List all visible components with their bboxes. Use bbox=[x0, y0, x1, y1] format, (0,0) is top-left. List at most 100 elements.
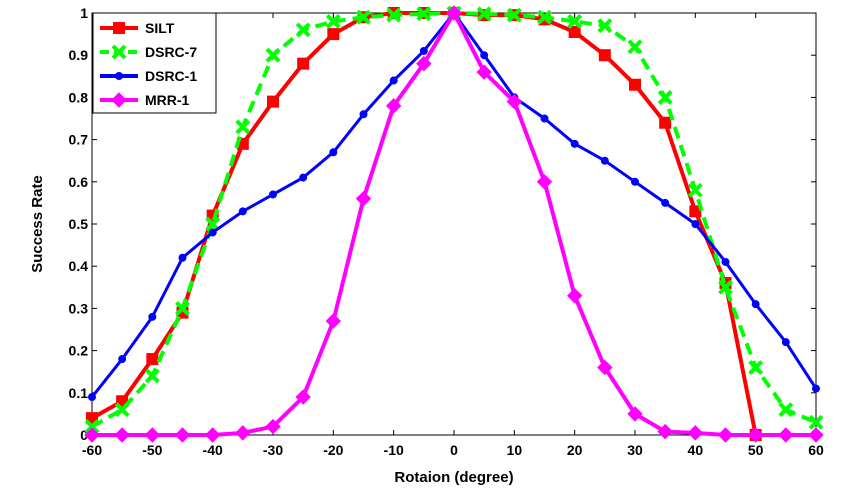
data-point-dsrc-7 bbox=[235, 119, 251, 135]
data-point-dsrc-7 bbox=[778, 402, 794, 418]
y-tick-label: 0.3 bbox=[69, 300, 89, 316]
x-tick-label: 30 bbox=[627, 442, 643, 458]
data-point-mrr-1 bbox=[355, 190, 372, 207]
data-point-dsrc-7 bbox=[537, 9, 552, 25]
legend-marker-silt bbox=[113, 22, 125, 34]
data-point-silt bbox=[659, 116, 672, 129]
data-point-dsrc-1 bbox=[812, 384, 820, 393]
marker-stroke bbox=[295, 22, 311, 38]
x-tick-label: -40 bbox=[203, 442, 223, 458]
data-point-dsrc-1 bbox=[389, 76, 398, 85]
data-point-mrr-1 bbox=[84, 427, 100, 443]
legend-marker-dsrc-7 bbox=[111, 44, 127, 60]
x-tick-label: 0 bbox=[450, 442, 458, 458]
data-point-dsrc-1 bbox=[118, 355, 127, 364]
data-point-dsrc-1 bbox=[299, 173, 308, 182]
marker-stroke bbox=[144, 368, 160, 384]
data-point-dsrc-7 bbox=[627, 39, 643, 55]
marker-stroke bbox=[84, 419, 100, 434]
data-point-mrr-1 bbox=[778, 427, 794, 443]
data-point-mrr-1 bbox=[747, 427, 764, 443]
data-point-dsrc-1 bbox=[88, 393, 96, 402]
axes: -60 -50 -40 -30 -20 -10 0 10 20 30 40 50 60 0 0.1 0.2 0.… bbox=[69, 5, 824, 458]
data-point-mrr-1 bbox=[808, 427, 824, 443]
y-tick-label: 0.2 bbox=[69, 343, 89, 359]
data-point-dsrc-7 bbox=[416, 6, 432, 22]
y-tick-label: 0.4 bbox=[69, 258, 89, 274]
marker-stroke bbox=[748, 360, 764, 375]
data-point-dsrc-7 bbox=[748, 360, 764, 375]
data-point-dsrc-7 bbox=[657, 89, 673, 105]
y-tick-label: 0.7 bbox=[69, 132, 89, 148]
data-point-mrr-1 bbox=[717, 427, 734, 443]
legend-label-dsrc-1: DSRC-1 bbox=[145, 68, 197, 84]
marker-stroke bbox=[356, 9, 371, 25]
data-point-mrr-1 bbox=[174, 427, 191, 443]
data-point-dsrc-1 bbox=[419, 46, 428, 55]
x-tick-label: -10 bbox=[384, 442, 404, 458]
legend-marker-mrr-1 bbox=[111, 92, 127, 108]
data-point-mrr-1 bbox=[144, 427, 161, 443]
marker-stroke bbox=[506, 7, 522, 23]
y-tick-label: 0.6 bbox=[69, 174, 89, 190]
y-tick-label: 0.9 bbox=[69, 47, 89, 63]
data-point-mrr-1 bbox=[597, 359, 613, 376]
data-point-mrr-1 bbox=[446, 5, 462, 21]
marker-stroke bbox=[778, 402, 794, 418]
data-point-dsrc-1 bbox=[631, 177, 639, 186]
data-point-silt bbox=[689, 205, 702, 218]
marker-stroke bbox=[567, 14, 583, 29]
data-point-mrr-1 bbox=[416, 55, 432, 72]
data-point-mrr-1 bbox=[385, 98, 402, 114]
marker-stroke bbox=[114, 402, 130, 418]
legend-entry-mrr-1: MRR-1 bbox=[100, 92, 190, 108]
data-point-silt bbox=[568, 25, 581, 38]
data-point-dsrc-1 bbox=[751, 300, 760, 309]
data-point-dsrc-7 bbox=[718, 279, 733, 295]
legend-label-mrr-1: MRR-1 bbox=[145, 92, 190, 108]
marker-stroke bbox=[265, 47, 281, 63]
data-point-silt bbox=[297, 57, 310, 70]
x-tick-label: -30 bbox=[263, 442, 283, 458]
y-tick-label: 0.8 bbox=[69, 89, 89, 105]
data-point-silt bbox=[267, 95, 279, 108]
y-tick-label: 1 bbox=[80, 5, 88, 21]
data-point-dsrc-7 bbox=[597, 18, 613, 34]
legend-label-silt: SILT bbox=[145, 20, 175, 36]
data-point-silt bbox=[146, 353, 159, 366]
marker-stroke bbox=[235, 119, 251, 135]
data-point-dsrc-7 bbox=[687, 182, 703, 198]
data-point-dsrc-1 bbox=[148, 312, 157, 321]
x-axis-title: Rotaion (degree) bbox=[394, 469, 513, 486]
data-point-dsrc-1 bbox=[781, 338, 790, 347]
data-point-dsrc-7 bbox=[356, 9, 371, 25]
data-point-silt bbox=[86, 412, 98, 425]
data-point-mrr-1 bbox=[265, 418, 281, 435]
data-point-dsrc-7 bbox=[325, 14, 341, 29]
x-tick-label: -20 bbox=[323, 442, 343, 458]
data-point-dsrc-1 bbox=[570, 139, 579, 148]
marker-stroke bbox=[597, 18, 613, 34]
legend-entry-silt: SILT bbox=[100, 20, 175, 36]
data-point-mrr-1 bbox=[235, 425, 251, 441]
data-point-dsrc-7 bbox=[84, 419, 100, 434]
series-dsrc-7 bbox=[84, 5, 824, 434]
marker-stroke bbox=[325, 14, 341, 29]
legend: SILT DSRC-7 DSRC-1 MRR-1 bbox=[92, 12, 217, 114]
data-point-dsrc-1 bbox=[269, 190, 277, 199]
x-tick-label: 50 bbox=[748, 442, 764, 458]
marker-stroke bbox=[687, 182, 703, 198]
legend-entry-dsrc-7: DSRC-7 bbox=[100, 44, 197, 60]
marker-stroke bbox=[175, 300, 190, 316]
data-point-dsrc-1 bbox=[721, 257, 730, 266]
data-point-mrr-1 bbox=[536, 174, 553, 190]
y-axis-title: Success Rate bbox=[29, 175, 46, 273]
data-point-dsrc-1 bbox=[600, 156, 609, 165]
marker-stroke bbox=[111, 44, 127, 60]
marker-stroke bbox=[537, 9, 552, 25]
data-point-mrr-1 bbox=[295, 389, 311, 405]
data-point-mrr-1 bbox=[566, 288, 583, 304]
data-point-dsrc-7 bbox=[175, 300, 190, 316]
data-point-dsrc-1 bbox=[359, 110, 368, 119]
